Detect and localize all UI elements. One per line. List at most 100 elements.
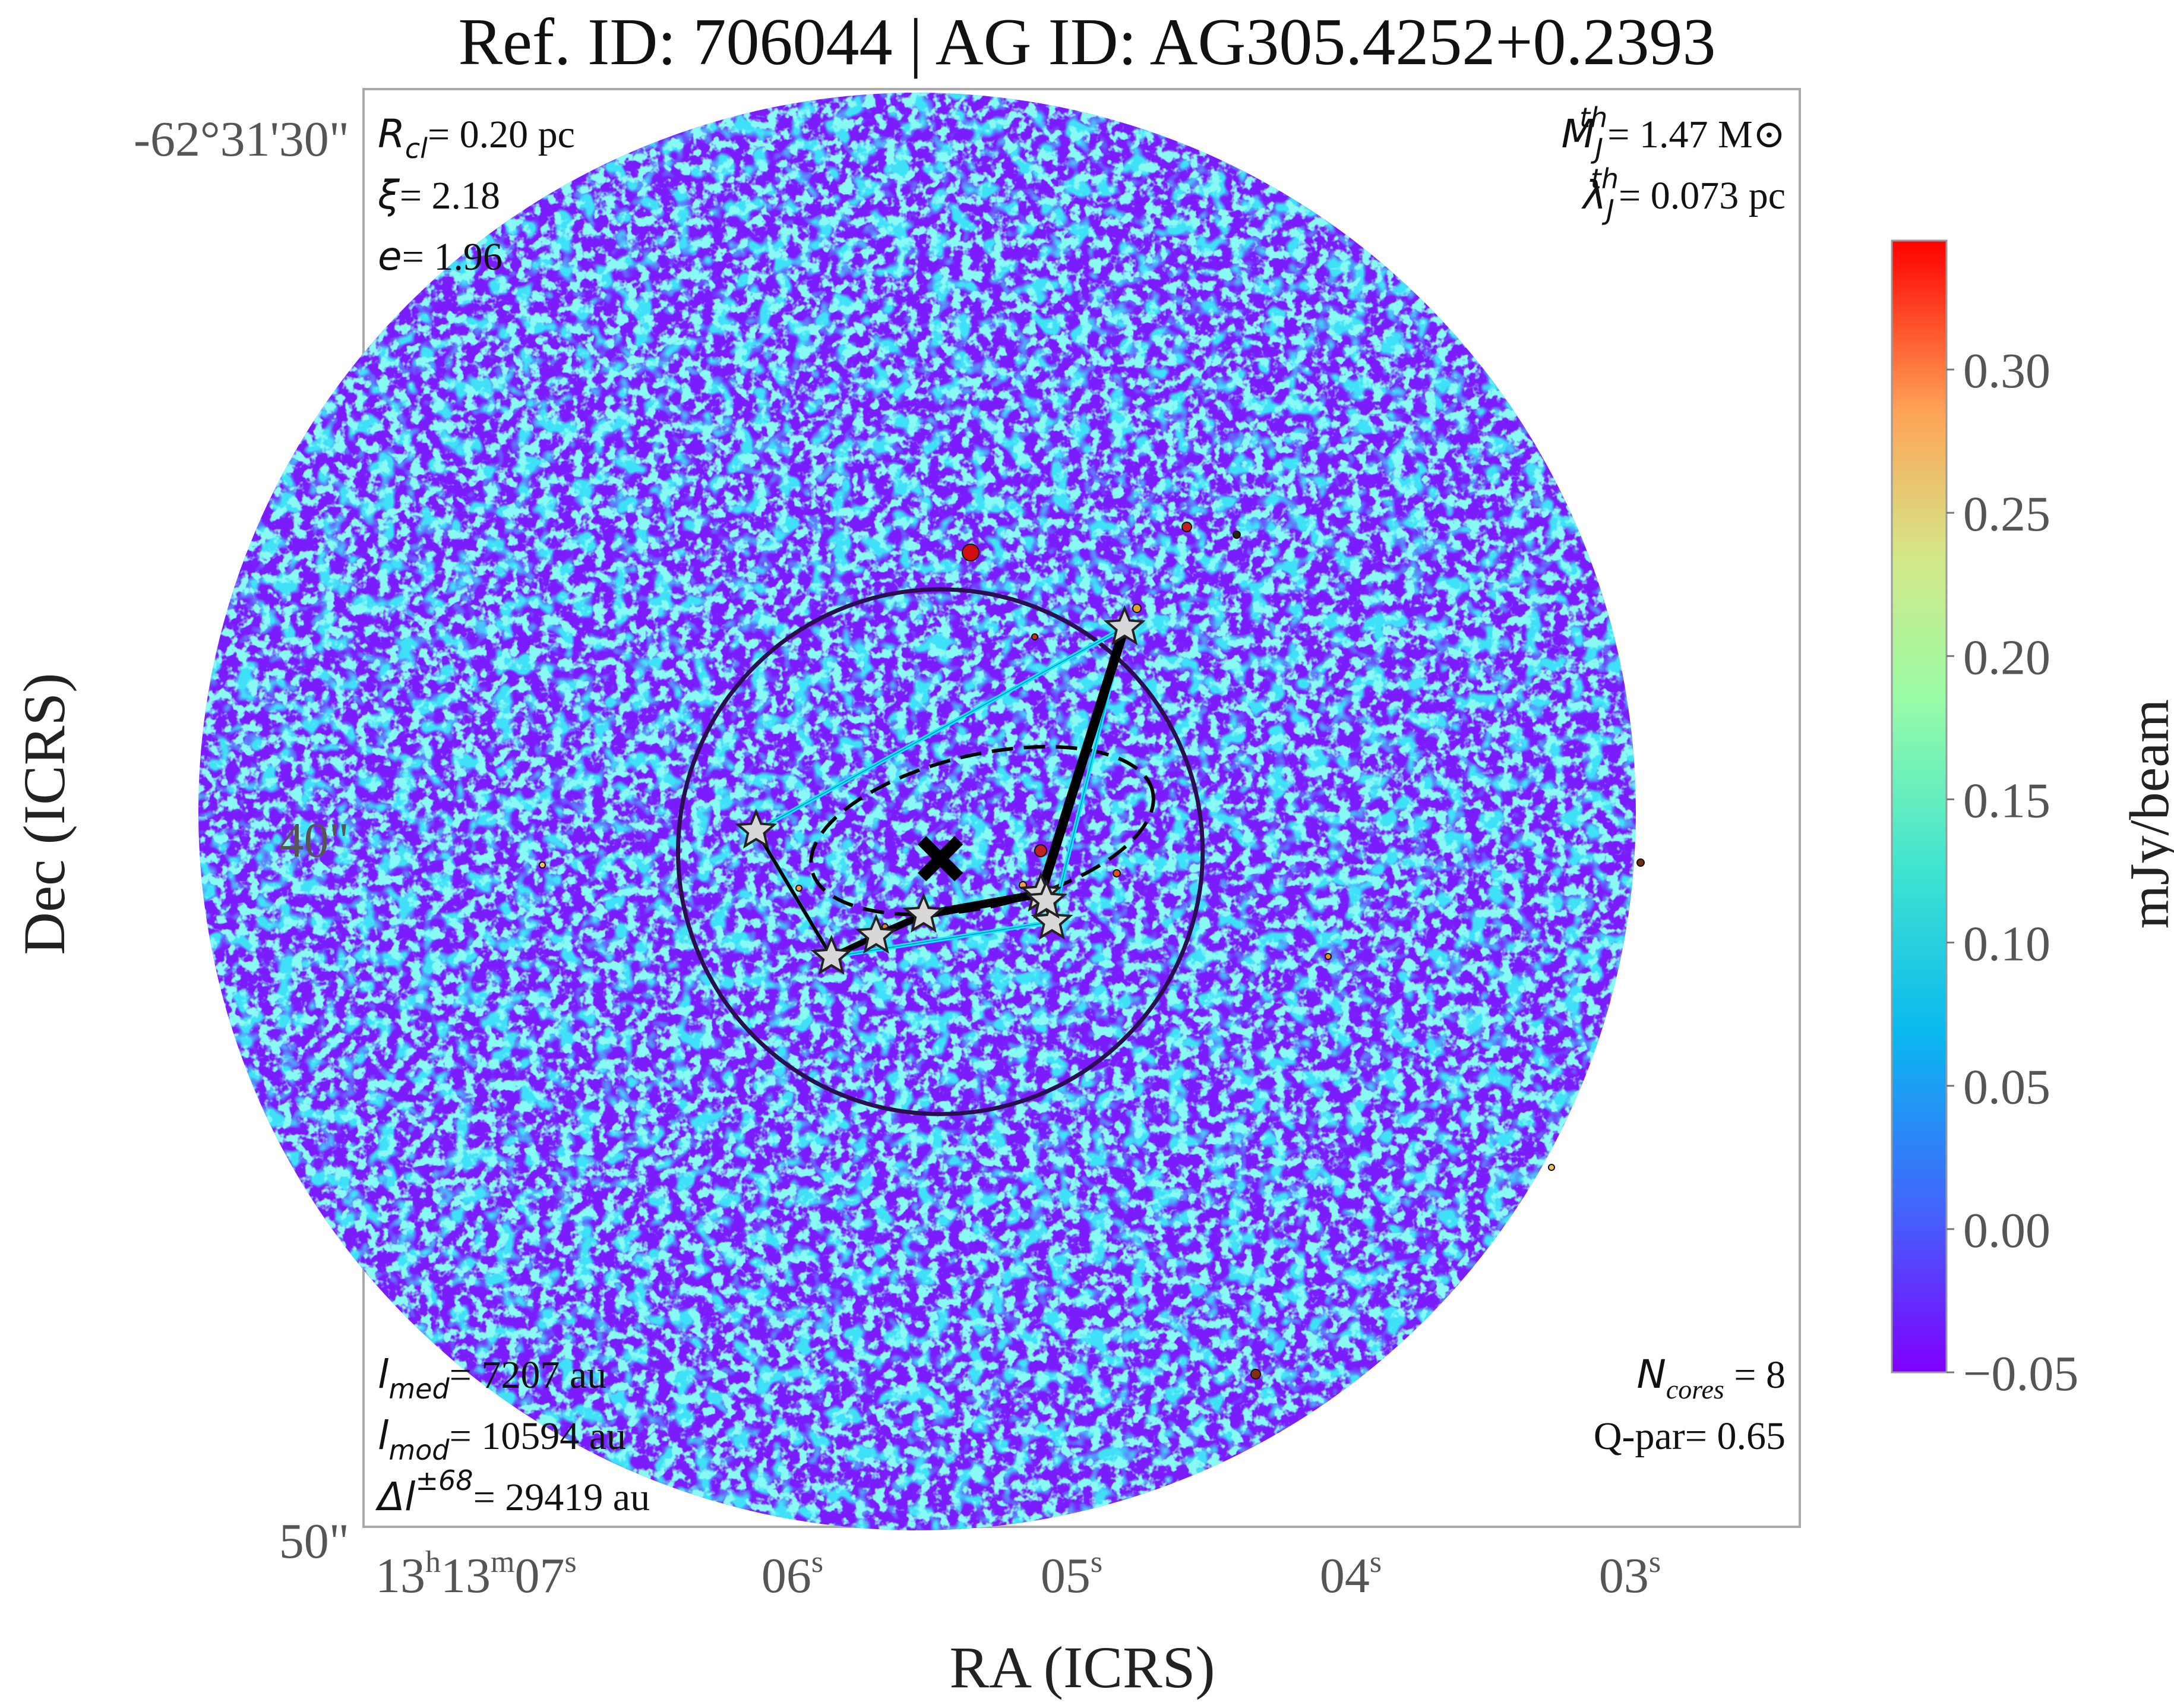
bright-emission-spots <box>539 522 1645 1379</box>
annotation-line: ξ= 2.18 <box>377 172 500 218</box>
annotation-superscript: ±68 <box>416 1464 473 1497</box>
annotation-symbol: Q-par <box>1594 1415 1685 1458</box>
y-tick-label: 40" <box>279 813 349 868</box>
core-star-marker <box>1103 605 1146 646</box>
annotation-line: lmod= 10594 au <box>378 1413 626 1466</box>
x-tick-seconds: 07 <box>514 1548 564 1603</box>
x-tick-minutes: 13 <box>441 1548 491 1603</box>
colorbar-tick-label: −0.05 <box>1963 1346 2078 1401</box>
emission-map <box>198 93 1636 1530</box>
annotation-symbol: λ <box>1581 172 1606 218</box>
emission-peak <box>1113 869 1121 877</box>
emission-peak <box>1233 531 1241 539</box>
x-tick-seconds-sup: s <box>811 1545 823 1579</box>
y-tick-label: 50" <box>279 1514 349 1569</box>
emission-peak <box>962 544 979 561</box>
annotation-line: e= 1.96 <box>378 233 503 279</box>
y-axis-ticks: -62°31'30" 40" 50" <box>134 112 349 1569</box>
x-tick-seconds: 05 <box>1041 1548 1091 1603</box>
emission-peak <box>539 861 546 869</box>
emission-peak <box>1034 844 1047 857</box>
core-star-marker <box>1025 879 1068 919</box>
emission-peak <box>1181 522 1192 532</box>
annotation-bottom-right: Ncores = 8 Q-par= 0.65 <box>1594 1352 1786 1458</box>
x-tick-minutes-sup: m <box>491 1545 514 1579</box>
annotation-value: = 10594 au <box>450 1415 627 1458</box>
core-overlay <box>676 587 1205 1116</box>
annotation-symbol: e <box>378 233 402 279</box>
annotation-symbol: l <box>378 1352 389 1397</box>
x-axis-label: RA (ICRS) <box>949 1634 1215 1700</box>
colorbar-tick-label: 0.15 <box>1963 773 2050 828</box>
emission-peak <box>1325 953 1332 960</box>
core-star-marker <box>902 892 945 933</box>
annotation-line: lmed= 7207 au <box>378 1352 606 1405</box>
colorbar <box>1891 239 1948 1374</box>
annotation-value: = 8 <box>1724 1353 1786 1397</box>
annotation-symbol: ξ <box>377 172 400 218</box>
annotation-superscript: th <box>1591 163 1619 195</box>
annotation-line: λJth= 0.073 pc <box>1581 163 1786 226</box>
annotation-line: Q-par= 0.65 <box>1594 1415 1786 1458</box>
annotation-subscript: med <box>388 1373 450 1405</box>
annotation-line: Δl±68= 29419 au <box>375 1464 650 1520</box>
annotation-value: = 1.47 M⊙ <box>1607 113 1786 156</box>
x-tick-seconds-sup: s <box>1091 1545 1102 1579</box>
x-tick-seconds: 03 <box>1599 1548 1649 1603</box>
annotation-subscript: cores <box>1666 1374 1724 1404</box>
x-tick-seconds: 04 <box>1320 1548 1370 1603</box>
emission-peak <box>795 885 802 892</box>
annotation-value: = 0.65 <box>1685 1415 1786 1458</box>
x-tick-label: 04s <box>1320 1545 1382 1603</box>
x-tick-hours: 13 <box>375 1548 425 1603</box>
colorbar-label: mJy/beam <box>2119 699 2174 929</box>
emission-peak <box>1548 1164 1555 1171</box>
mst-edge <box>754 829 833 959</box>
emission-peak <box>1636 858 1645 867</box>
annotation-line: MJth= 1.47 M⊙ <box>1562 102 1786 165</box>
mst-edge <box>919 889 1045 919</box>
y-tick-label: -62°31'30" <box>134 112 349 167</box>
annotation-value: = 1.96 <box>402 235 503 279</box>
annotation-value: = 2.18 <box>400 174 500 217</box>
annotation-subscript: mod <box>388 1434 450 1466</box>
x-tick-seconds-sup: s <box>1649 1545 1661 1579</box>
emission-peak <box>1132 604 1142 613</box>
annotation-superscript: th <box>1579 102 1607 134</box>
annotation-symbol: R <box>378 111 405 157</box>
emission-peak <box>1250 1369 1261 1379</box>
annotation-symbol: l <box>378 1413 389 1458</box>
colorbar-tick-label: 0.05 <box>1963 1060 2050 1115</box>
core-star-marker <box>810 934 853 975</box>
x-tick-label: 06s <box>761 1545 823 1603</box>
annotation-symbol: Δl <box>375 1474 416 1520</box>
cluster-radius-circle <box>676 587 1205 1116</box>
annotation-top-right: MJth= 1.47 M⊙λJth= 0.073 pc <box>1562 102 1786 226</box>
annotation-top-left: Rcl= 0.20 pc ξ= 2.18 e= 1.96 <box>377 111 575 279</box>
annotation-value: = 0.20 pc <box>428 113 575 156</box>
colorbar-tick-label: 0.00 <box>1963 1203 2050 1258</box>
core-star-marker <box>735 809 778 849</box>
mst-edge <box>1036 623 1130 899</box>
annotation-line: Ncores = 8 <box>1636 1352 1786 1404</box>
y-axis-label: Dec (ICRS) <box>11 673 77 955</box>
colorbar-ticks: 0.30 0.25 0.20 0.15 0.10 0.05 0.00 −0.05 <box>1947 343 2078 1401</box>
centroid-marker <box>917 836 963 882</box>
annotation-value: = 29419 au <box>473 1476 650 1519</box>
annotation-line: Rcl= 0.20 pc <box>378 111 575 165</box>
x-tick-label: 03s <box>1599 1545 1661 1603</box>
x-tick-hours-sup: h <box>425 1545 441 1579</box>
colorbar-tick-label: 0.30 <box>1963 343 2050 399</box>
colorbar-tick-label: 0.10 <box>1963 917 2050 972</box>
core-star-marker <box>855 914 898 954</box>
annotation-value: = 7207 au <box>450 1353 607 1397</box>
annotation-subscript: cl <box>405 132 428 165</box>
x-tick-seconds-sup: s <box>1370 1545 1382 1579</box>
annotation-symbol: N <box>1636 1352 1666 1397</box>
x-axis-ticks: 13h13m07s 06s 05s 04s 03s <box>375 1545 1661 1603</box>
x-tick-label: 05s <box>1041 1545 1102 1603</box>
x-tick-seconds-sup: s <box>564 1545 576 1579</box>
emission-peak <box>1031 633 1038 640</box>
